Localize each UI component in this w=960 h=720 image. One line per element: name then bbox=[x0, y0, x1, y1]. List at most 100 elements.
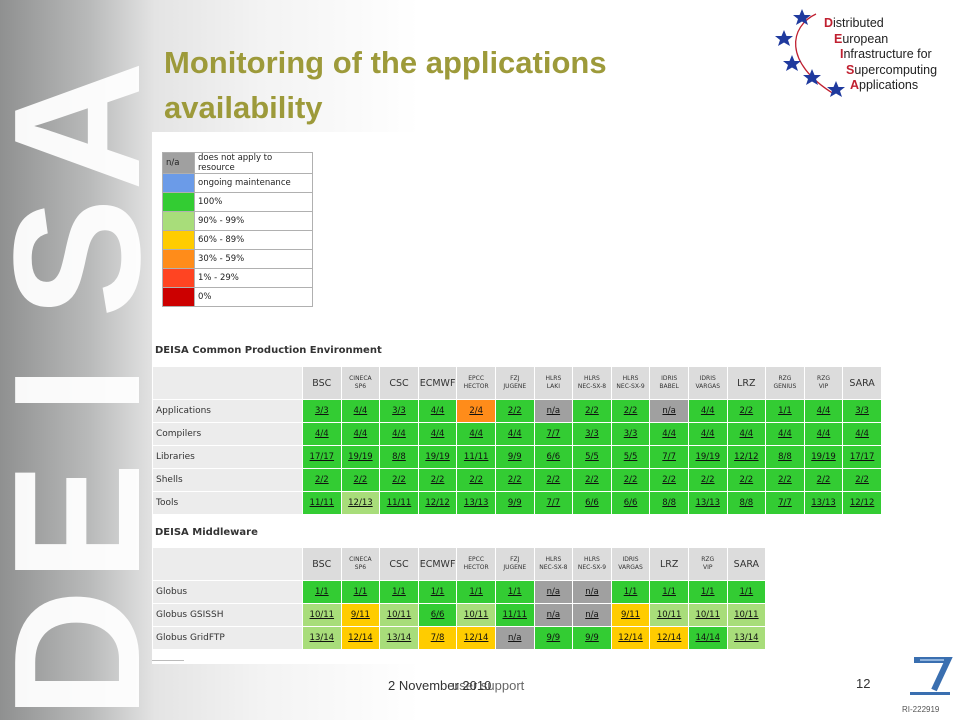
status-cell-link[interactable]: 2/2 bbox=[534, 469, 574, 492]
status-cell-link[interactable]: 3/3 bbox=[843, 400, 882, 423]
status-cell-link[interactable]: 10/11 bbox=[303, 604, 342, 627]
status-cell-link[interactable]: 2/2 bbox=[611, 469, 651, 492]
status-cell-link[interactable]: 13/14 bbox=[303, 627, 342, 650]
status-cell-link[interactable]: 5/5 bbox=[611, 446, 651, 469]
status-cell-link[interactable]: 2/2 bbox=[727, 469, 767, 492]
status-cell-link[interactable]: 4/4 bbox=[650, 423, 689, 446]
status-cell-link[interactable]: 14/14 bbox=[688, 627, 728, 650]
status-cell-link[interactable]: 2/2 bbox=[611, 400, 651, 423]
status-cell-link[interactable]: 10/11 bbox=[457, 604, 496, 627]
status-cell-link[interactable]: 17/17 bbox=[843, 446, 882, 469]
status-cell-link[interactable]: 6/6 bbox=[534, 446, 574, 469]
status-cell-link[interactable]: 6/6 bbox=[573, 492, 612, 515]
status-cell-link[interactable]: 2/2 bbox=[727, 400, 767, 423]
status-cell-link[interactable]: n/a bbox=[650, 400, 689, 423]
status-cell-link[interactable]: 9/9 bbox=[495, 446, 535, 469]
status-cell-link[interactable]: 12/14 bbox=[611, 627, 651, 650]
status-cell-link[interactable]: 9/9 bbox=[534, 627, 574, 650]
status-cell-link[interactable]: 4/4 bbox=[688, 400, 728, 423]
status-cell-link[interactable]: 12/12 bbox=[727, 446, 767, 469]
status-cell-link[interactable]: 3/3 bbox=[611, 423, 651, 446]
status-cell-link[interactable]: 2/2 bbox=[303, 469, 342, 492]
status-cell-link[interactable]: 7/7 bbox=[534, 423, 574, 446]
status-cell-link[interactable]: 2/2 bbox=[457, 469, 496, 492]
status-cell-link[interactable]: 19/19 bbox=[341, 446, 381, 469]
status-cell-link[interactable]: 2/2 bbox=[495, 469, 535, 492]
status-cell-link[interactable]: 13/14 bbox=[727, 627, 767, 650]
status-cell-link[interactable]: 1/1 bbox=[611, 581, 651, 604]
status-cell-link[interactable]: 4/4 bbox=[804, 423, 844, 446]
status-cell-link[interactable]: 4/4 bbox=[688, 423, 728, 446]
status-cell-link[interactable]: 1/1 bbox=[380, 581, 419, 604]
status-cell-link[interactable]: 6/6 bbox=[418, 604, 458, 627]
status-cell-link[interactable]: n/a bbox=[534, 581, 574, 604]
status-cell-link[interactable]: 12/13 bbox=[341, 492, 381, 515]
status-cell-link[interactable]: 1/1 bbox=[650, 581, 689, 604]
status-cell-link[interactable]: 2/2 bbox=[766, 469, 805, 492]
status-cell-link[interactable]: 1/1 bbox=[418, 581, 458, 604]
status-cell-link[interactable]: 2/2 bbox=[573, 469, 612, 492]
status-cell-link[interactable]: 4/4 bbox=[727, 423, 767, 446]
status-cell-link[interactable]: 2/2 bbox=[804, 469, 844, 492]
status-cell-link[interactable]: 8/8 bbox=[380, 446, 419, 469]
status-cell-link[interactable]: 9/9 bbox=[573, 627, 612, 650]
status-cell-link[interactable]: 7/7 bbox=[650, 446, 689, 469]
status-cell-link[interactable]: 9/9 bbox=[495, 492, 535, 515]
status-cell-link[interactable]: 1/1 bbox=[457, 581, 496, 604]
status-cell-link[interactable]: 4/4 bbox=[341, 400, 381, 423]
status-cell-link[interactable]: n/a bbox=[573, 604, 612, 627]
status-cell-link[interactable]: 12/14 bbox=[457, 627, 496, 650]
status-cell-link[interactable]: 2/2 bbox=[843, 469, 882, 492]
status-cell-link[interactable]: 10/11 bbox=[650, 604, 689, 627]
status-cell-link[interactable]: 1/1 bbox=[341, 581, 381, 604]
status-cell-link[interactable]: 2/2 bbox=[573, 400, 612, 423]
status-cell-link[interactable]: 8/8 bbox=[650, 492, 689, 515]
status-cell-link[interactable]: 2/2 bbox=[688, 469, 728, 492]
status-cell-link[interactable]: n/a bbox=[573, 581, 612, 604]
status-cell-link[interactable]: 13/14 bbox=[380, 627, 419, 650]
status-cell-link[interactable]: 12/14 bbox=[650, 627, 689, 650]
status-cell-link[interactable]: 4/4 bbox=[303, 423, 342, 446]
status-cell-link[interactable]: 4/4 bbox=[843, 423, 882, 446]
status-cell-link[interactable]: n/a bbox=[534, 604, 574, 627]
status-cell-link[interactable]: n/a bbox=[495, 627, 535, 650]
status-cell-link[interactable]: 12/12 bbox=[843, 492, 882, 515]
status-cell-link[interactable]: 10/11 bbox=[688, 604, 728, 627]
status-cell-link[interactable]: 9/11 bbox=[341, 604, 381, 627]
status-cell-link[interactable]: 12/12 bbox=[418, 492, 458, 515]
status-cell-link[interactable]: 19/19 bbox=[418, 446, 458, 469]
status-cell-link[interactable]: 19/19 bbox=[804, 446, 844, 469]
status-cell-link[interactable]: 19/19 bbox=[688, 446, 728, 469]
status-cell-link[interactable]: 11/11 bbox=[380, 492, 419, 515]
status-cell-link[interactable]: 8/8 bbox=[727, 492, 767, 515]
status-cell-link[interactable]: 4/4 bbox=[495, 423, 535, 446]
status-cell-link[interactable]: 2/2 bbox=[380, 469, 419, 492]
status-cell-link[interactable]: n/a bbox=[534, 400, 574, 423]
status-cell-link[interactable]: 13/13 bbox=[804, 492, 844, 515]
status-cell-link[interactable]: 7/7 bbox=[766, 492, 805, 515]
status-cell-link[interactable]: 2/2 bbox=[650, 469, 689, 492]
status-cell-link[interactable]: 4/4 bbox=[418, 400, 458, 423]
status-cell-link[interactable]: 10/11 bbox=[380, 604, 419, 627]
status-cell-link[interactable]: 3/3 bbox=[573, 423, 612, 446]
status-cell-link[interactable]: 11/11 bbox=[495, 604, 535, 627]
status-cell-link[interactable]: 13/13 bbox=[457, 492, 496, 515]
status-cell-link[interactable]: 11/11 bbox=[457, 446, 496, 469]
status-cell-link[interactable]: 10/11 bbox=[727, 604, 767, 627]
status-cell-link[interactable]: 7/8 bbox=[418, 627, 458, 650]
status-cell-link[interactable]: 4/4 bbox=[457, 423, 496, 446]
status-cell-link[interactable]: 8/8 bbox=[766, 446, 805, 469]
status-cell-link[interactable]: 2/2 bbox=[418, 469, 458, 492]
status-cell-link[interactable]: 13/13 bbox=[688, 492, 728, 515]
status-cell-link[interactable]: 2/2 bbox=[341, 469, 381, 492]
status-cell-link[interactable]: 4/4 bbox=[418, 423, 458, 446]
status-cell-link[interactable]: 1/1 bbox=[495, 581, 535, 604]
status-cell-link[interactable]: 17/17 bbox=[303, 446, 342, 469]
status-cell-link[interactable]: 5/5 bbox=[573, 446, 612, 469]
status-cell-link[interactable]: 2/2 bbox=[495, 400, 535, 423]
status-cell-link[interactable]: 1/1 bbox=[688, 581, 728, 604]
status-cell-link[interactable]: 3/3 bbox=[303, 400, 342, 423]
status-cell-link[interactable]: 4/4 bbox=[766, 423, 805, 446]
status-cell-link[interactable]: 4/4 bbox=[804, 400, 844, 423]
status-cell-link[interactable]: 1/1 bbox=[303, 581, 342, 604]
